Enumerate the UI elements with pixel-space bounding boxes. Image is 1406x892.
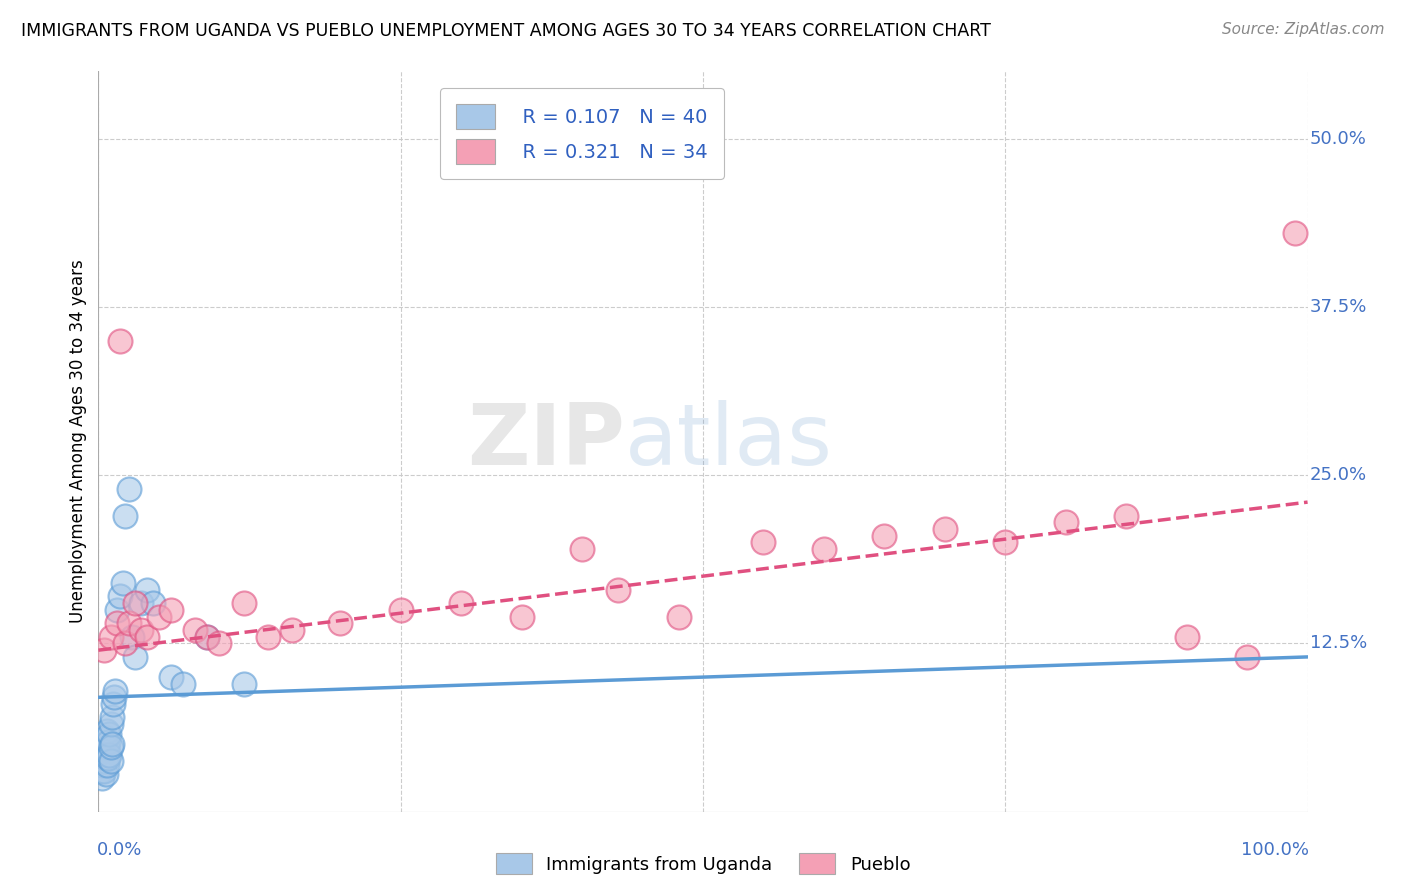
Point xyxy=(934,522,956,536)
Point xyxy=(94,731,117,745)
Point xyxy=(91,757,114,772)
Point xyxy=(108,334,131,348)
Point xyxy=(195,630,218,644)
Point xyxy=(184,623,207,637)
Point xyxy=(100,710,122,724)
Text: 37.5%: 37.5% xyxy=(1310,298,1368,316)
Point xyxy=(97,735,120,749)
Point xyxy=(91,744,114,758)
Point xyxy=(607,582,630,597)
Point xyxy=(114,636,136,650)
Point xyxy=(100,630,122,644)
Point xyxy=(118,482,141,496)
Point xyxy=(101,697,124,711)
Point xyxy=(104,683,127,698)
Point xyxy=(571,542,593,557)
Point xyxy=(232,677,254,691)
Text: 50.0%: 50.0% xyxy=(1310,129,1367,148)
Point xyxy=(232,596,254,610)
Point xyxy=(873,529,896,543)
Legend:   R = 0.107   N = 40,   R = 0.321   N = 34: R = 0.107 N = 40, R = 0.321 N = 34 xyxy=(440,88,724,179)
Point xyxy=(94,767,117,781)
Point xyxy=(510,609,533,624)
Text: 25.0%: 25.0% xyxy=(1310,467,1367,484)
Point xyxy=(1236,649,1258,664)
Point xyxy=(96,757,118,772)
Text: 12.5%: 12.5% xyxy=(1310,634,1367,652)
Point xyxy=(813,542,835,557)
Point xyxy=(100,754,122,768)
Text: Source: ZipAtlas.com: Source: ZipAtlas.com xyxy=(1222,22,1385,37)
Point xyxy=(142,596,165,610)
Point xyxy=(160,670,183,684)
Point xyxy=(1284,226,1306,240)
Point xyxy=(329,616,352,631)
Point xyxy=(90,764,112,779)
Point xyxy=(208,636,231,650)
Point xyxy=(160,603,183,617)
Text: 100.0%: 100.0% xyxy=(1240,841,1309,859)
Text: IMMIGRANTS FROM UGANDA VS PUEBLO UNEMPLOYMENT AMONG AGES 30 TO 34 YEARS CORRELAT: IMMIGRANTS FROM UGANDA VS PUEBLO UNEMPLO… xyxy=(21,22,991,40)
Point xyxy=(93,754,115,768)
Point xyxy=(93,764,115,779)
Point xyxy=(108,590,131,604)
Point xyxy=(114,508,136,523)
Point xyxy=(118,616,141,631)
Point xyxy=(103,690,125,705)
Point xyxy=(1054,516,1077,530)
Point xyxy=(93,643,115,657)
Point xyxy=(91,771,114,785)
Point xyxy=(96,740,118,755)
Point xyxy=(135,630,157,644)
Text: atlas: atlas xyxy=(624,400,832,483)
Point xyxy=(994,535,1017,549)
Point xyxy=(91,751,114,765)
Point xyxy=(752,535,775,549)
Y-axis label: Unemployment Among Ages 30 to 34 years: Unemployment Among Ages 30 to 34 years xyxy=(69,260,87,624)
Point xyxy=(105,603,128,617)
Point xyxy=(105,616,128,631)
Point xyxy=(135,582,157,597)
Point xyxy=(389,603,412,617)
Point xyxy=(129,623,152,637)
Legend: Immigrants from Uganda, Pueblo: Immigrants from Uganda, Pueblo xyxy=(486,844,920,883)
Point xyxy=(98,726,121,740)
Point xyxy=(129,596,152,610)
Point xyxy=(94,751,117,765)
Point xyxy=(124,649,146,664)
Text: ZIP: ZIP xyxy=(467,400,624,483)
Point xyxy=(450,596,472,610)
Point xyxy=(124,596,146,610)
Text: 0.0%: 0.0% xyxy=(97,841,142,859)
Point xyxy=(98,748,121,763)
Point xyxy=(97,751,120,765)
Point xyxy=(1175,630,1198,644)
Point xyxy=(93,738,115,752)
Point xyxy=(96,723,118,738)
Point xyxy=(256,630,278,644)
Point xyxy=(172,677,194,691)
Point xyxy=(121,630,143,644)
Point xyxy=(100,738,122,752)
Point xyxy=(100,717,122,731)
Point xyxy=(100,740,122,755)
Point xyxy=(1115,508,1137,523)
Point xyxy=(148,609,170,624)
Point xyxy=(668,609,690,624)
Point xyxy=(281,623,304,637)
Point xyxy=(195,630,218,644)
Point xyxy=(111,575,134,590)
